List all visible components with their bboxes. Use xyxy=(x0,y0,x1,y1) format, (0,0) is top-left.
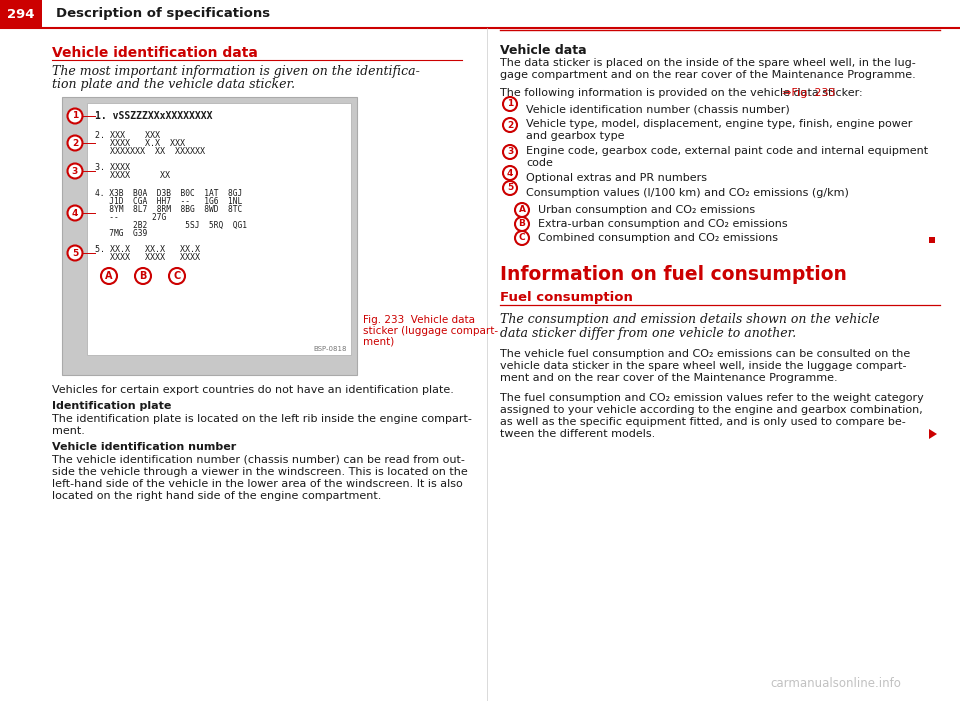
Circle shape xyxy=(101,268,117,284)
Text: XXXX   XXXX   XXXX: XXXX XXXX XXXX xyxy=(95,253,200,262)
Circle shape xyxy=(67,245,83,261)
Text: gage compartment and on the rear cover of the Maintenance Programme.: gage compartment and on the rear cover o… xyxy=(500,70,916,80)
Text: The fuel consumption and CO₂ emission values refer to the weight category: The fuel consumption and CO₂ emission va… xyxy=(500,393,924,403)
Circle shape xyxy=(503,97,517,111)
Text: 294: 294 xyxy=(8,8,35,20)
Text: Identification plate: Identification plate xyxy=(52,401,172,411)
Text: Fig. 233  Vehicle data: Fig. 233 Vehicle data xyxy=(363,315,475,325)
Circle shape xyxy=(67,205,83,221)
Text: 7MG  G39: 7MG G39 xyxy=(95,229,147,238)
Circle shape xyxy=(503,181,517,195)
Text: B: B xyxy=(518,219,525,229)
Text: Fuel consumption: Fuel consumption xyxy=(500,291,633,304)
Text: 8YM  8L7  8RM  8BG  8WD  8TC: 8YM 8L7 8RM 8BG 8WD 8TC xyxy=(95,205,242,214)
Text: 1. vSSZZZXXxXXXXXXXX: 1. vSSZZZXXxXXXXXXXX xyxy=(95,111,212,121)
Text: 2B2        5SJ  5RQ  QG1: 2B2 5SJ 5RQ QG1 xyxy=(95,221,247,230)
FancyBboxPatch shape xyxy=(929,237,935,243)
Text: sticker (luggage compart-: sticker (luggage compart- xyxy=(363,326,498,336)
Text: A: A xyxy=(106,271,112,281)
Text: Information on fuel consumption: Information on fuel consumption xyxy=(500,265,847,284)
Text: 2: 2 xyxy=(72,139,78,147)
Text: 1: 1 xyxy=(72,111,78,121)
Text: side the vehicle through a viewer in the windscreen. This is located on the: side the vehicle through a viewer in the… xyxy=(52,467,468,477)
FancyBboxPatch shape xyxy=(87,103,351,355)
Text: left-hand side of the vehicle in the lower area of the windscreen. It is also: left-hand side of the vehicle in the low… xyxy=(52,479,463,489)
Text: tween the different models.: tween the different models. xyxy=(500,429,656,439)
Text: tion plate and the vehicle data sticker.: tion plate and the vehicle data sticker. xyxy=(52,78,295,91)
Text: 4. X3B  B0A  D3B  B0C  1AT  8GJ: 4. X3B B0A D3B B0C 1AT 8GJ xyxy=(95,189,242,198)
Polygon shape xyxy=(929,429,937,439)
Circle shape xyxy=(515,231,529,245)
Text: ment and on the rear cover of the Maintenance Programme.: ment and on the rear cover of the Mainte… xyxy=(500,373,838,383)
Text: Extra-urban consumption and CO₂ emissions: Extra-urban consumption and CO₂ emission… xyxy=(538,219,787,229)
Text: 3: 3 xyxy=(72,167,78,175)
Text: 4: 4 xyxy=(72,208,78,217)
Text: 1: 1 xyxy=(507,100,514,109)
Text: Optional extras and PR numbers: Optional extras and PR numbers xyxy=(526,173,707,183)
Text: The vehicle identification number (chassis number) can be read from out-: The vehicle identification number (chass… xyxy=(52,455,465,465)
Text: B: B xyxy=(139,271,147,281)
Text: located on the right hand side of the engine compartment.: located on the right hand side of the en… xyxy=(52,491,381,501)
Text: vehicle data sticker in the spare wheel well, inside the luggage compart-: vehicle data sticker in the spare wheel … xyxy=(500,361,906,371)
Text: 2. XXX    XXX: 2. XXX XXX xyxy=(95,131,160,140)
Text: The consumption and emission details shown on the vehicle: The consumption and emission details sho… xyxy=(500,313,879,326)
Text: C: C xyxy=(174,271,180,281)
Text: J1D  CGA  HH7  --   1G6  1NL: J1D CGA HH7 -- 1G6 1NL xyxy=(95,197,242,206)
Text: The vehicle fuel consumption and CO₂ emissions can be consulted on the: The vehicle fuel consumption and CO₂ emi… xyxy=(500,349,910,359)
Text: Vehicle identification number: Vehicle identification number xyxy=(52,442,236,452)
Text: Vehicle type, model, displacement, engine type, finish, engine power: Vehicle type, model, displacement, engin… xyxy=(526,119,912,129)
Text: 2: 2 xyxy=(507,121,514,130)
Text: Combined consumption and CO₂ emissions: Combined consumption and CO₂ emissions xyxy=(538,233,778,243)
Text: Engine code, gearbox code, external paint code and internal equipment: Engine code, gearbox code, external pain… xyxy=(526,146,928,156)
FancyBboxPatch shape xyxy=(62,97,357,375)
Text: code: code xyxy=(526,158,553,168)
Text: 4: 4 xyxy=(507,168,514,177)
Text: The identification plate is located on the left rib inside the engine compart-: The identification plate is located on t… xyxy=(52,414,472,424)
Text: Vehicles for certain export countries do not have an identification plate.: Vehicles for certain export countries do… xyxy=(52,385,454,395)
Circle shape xyxy=(503,166,517,180)
Text: BSP-0818: BSP-0818 xyxy=(314,346,347,352)
Text: Vehicle data: Vehicle data xyxy=(500,44,587,57)
Text: The following information is provided on the vehicle data sticker:: The following information is provided on… xyxy=(500,88,870,98)
Circle shape xyxy=(169,268,185,284)
Text: 3. XXXX: 3. XXXX xyxy=(95,163,130,172)
Text: ment): ment) xyxy=(363,337,395,347)
Circle shape xyxy=(67,163,83,179)
Text: The most important information is given on the identifica-: The most important information is given … xyxy=(52,65,420,78)
Text: XXXX      XX: XXXX XX xyxy=(95,171,170,180)
Text: The data sticker is placed on the inside of the spare wheel well, in the lug-: The data sticker is placed on the inside… xyxy=(500,58,916,68)
Text: ment.: ment. xyxy=(52,426,84,436)
Circle shape xyxy=(67,109,83,123)
Circle shape xyxy=(515,203,529,217)
Text: --       27G: -- 27G xyxy=(95,213,166,222)
Text: ⇒Fig. 233: ⇒Fig. 233 xyxy=(782,88,836,98)
FancyBboxPatch shape xyxy=(0,0,42,28)
Text: XXXX   X.X  XXX: XXXX X.X XXX xyxy=(95,139,185,148)
FancyBboxPatch shape xyxy=(0,0,960,28)
Text: 5: 5 xyxy=(507,184,514,193)
Text: 3: 3 xyxy=(507,147,514,156)
Text: 5: 5 xyxy=(72,248,78,257)
Text: as well as the specific equipment fitted, and is only used to compare be-: as well as the specific equipment fitted… xyxy=(500,417,905,427)
Text: assigned to your vehicle according to the engine and gearbox combination,: assigned to your vehicle according to th… xyxy=(500,405,923,415)
Circle shape xyxy=(67,135,83,151)
Text: Description of specifications: Description of specifications xyxy=(56,8,270,20)
Text: and gearbox type: and gearbox type xyxy=(526,131,625,141)
Text: Vehicle identification data: Vehicle identification data xyxy=(52,46,258,60)
Text: 5. XX.X   XX.X   XX.X: 5. XX.X XX.X XX.X xyxy=(95,245,200,254)
Circle shape xyxy=(135,268,151,284)
Circle shape xyxy=(515,217,529,231)
Text: Consumption values (l/100 km) and CO₂ emissions (g/km): Consumption values (l/100 km) and CO₂ em… xyxy=(526,188,849,198)
Text: Urban consumption and CO₂ emissions: Urban consumption and CO₂ emissions xyxy=(538,205,756,215)
Text: XXXXXXX  XX  XXXXXX: XXXXXXX XX XXXXXX xyxy=(95,147,205,156)
Text: Vehicle identification number (chassis number): Vehicle identification number (chassis n… xyxy=(526,104,790,114)
Circle shape xyxy=(503,145,517,159)
Text: A: A xyxy=(518,205,525,215)
Text: carmanualsonline.info: carmanualsonline.info xyxy=(770,677,900,690)
Text: data sticker differ from one vehicle to another.: data sticker differ from one vehicle to … xyxy=(500,327,796,340)
Circle shape xyxy=(503,118,517,132)
Text: C: C xyxy=(518,233,525,243)
